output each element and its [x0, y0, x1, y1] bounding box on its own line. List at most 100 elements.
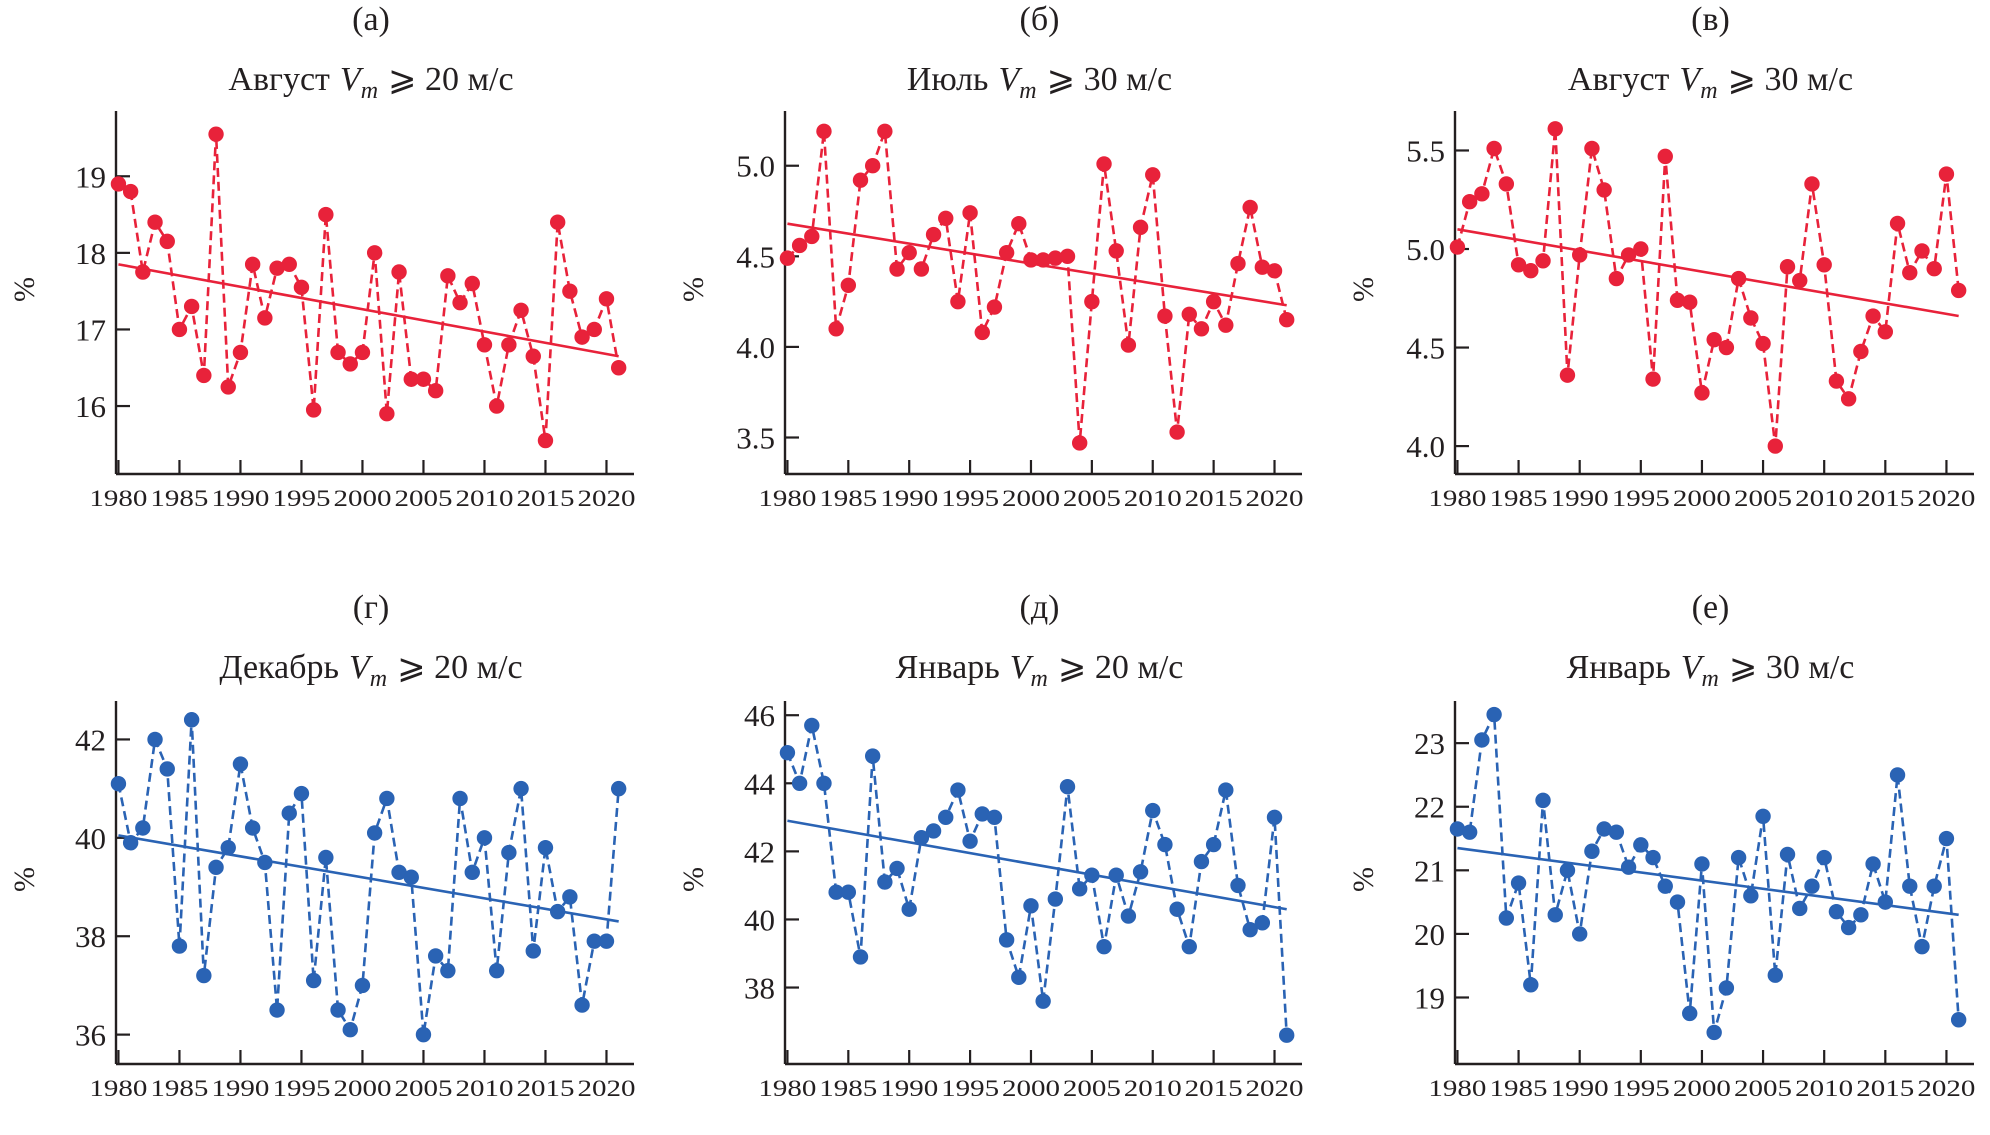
- data-point: [877, 874, 893, 890]
- y-axis-label: %: [8, 867, 41, 892]
- data-point: [513, 780, 529, 797]
- x-tick-label: 2020: [1917, 1076, 1975, 1101]
- x-tick-label: 1980: [89, 1076, 147, 1101]
- data-point: [1865, 856, 1881, 872]
- y-tick-label: 38: [744, 971, 775, 1006]
- data-point: [779, 744, 796, 761]
- data-point: [1657, 878, 1673, 894]
- data-point: [1254, 915, 1271, 931]
- data-point: [1828, 373, 1845, 389]
- data-point: [1145, 167, 1161, 183]
- data-point: [244, 256, 261, 273]
- data-point: [1011, 969, 1027, 986]
- x-tick-label: 1985: [1490, 1076, 1548, 1101]
- y-tick-label: 18: [75, 236, 106, 271]
- data-point: [816, 775, 832, 791]
- data-point: [147, 731, 163, 748]
- data-point: [537, 839, 554, 856]
- data-point: [464, 864, 480, 880]
- data-point: [1865, 308, 1881, 324]
- data-point: [427, 948, 444, 964]
- data-point: [1608, 270, 1625, 287]
- data-point: [1510, 875, 1527, 891]
- x-tick-label: 1990: [880, 1076, 938, 1101]
- y-tick-label: 21: [1414, 853, 1445, 888]
- title-subscript: m: [1700, 78, 1717, 104]
- x-tick-label: 2015: [1856, 486, 1914, 511]
- x-tick-label: 2015: [516, 1076, 574, 1101]
- data-point: [925, 823, 942, 839]
- x-tick-label: 1985: [150, 486, 208, 511]
- data-point: [1571, 247, 1588, 263]
- y-tick-label: 19: [75, 159, 106, 194]
- data-point: [1767, 438, 1783, 454]
- title-month: Январь: [896, 649, 1000, 686]
- data-point: [1193, 853, 1210, 870]
- data-point: [366, 245, 383, 261]
- data-point: [1571, 926, 1588, 942]
- data-point: [147, 214, 163, 230]
- x-tick-label: 1980: [758, 486, 816, 511]
- data-point: [330, 1002, 346, 1018]
- x-tick-label: 2015: [1185, 486, 1243, 511]
- x-tick-label: 1985: [819, 1076, 877, 1101]
- data-point: [1743, 310, 1759, 326]
- data-point: [427, 383, 444, 399]
- data-point: [305, 972, 322, 989]
- data-point: [354, 344, 371, 361]
- data-point: [889, 261, 905, 277]
- data-point: [464, 275, 480, 292]
- data-point: [1792, 272, 1808, 289]
- data-point: [1535, 792, 1551, 809]
- y-tick-label: 38: [75, 919, 106, 954]
- trend-line: [1457, 846, 1959, 917]
- data-point: [1169, 901, 1185, 917]
- data-point: [305, 402, 322, 418]
- data-point: [1792, 900, 1808, 917]
- data-point: [598, 291, 615, 307]
- data-point: [1682, 294, 1698, 310]
- data-point: [122, 835, 139, 851]
- panel-label: (г): [353, 589, 390, 626]
- data-point: [415, 371, 432, 387]
- data-point: [828, 321, 844, 337]
- y-tick-label: 17: [75, 312, 106, 347]
- trend-line: [787, 819, 1287, 911]
- data-point: [1023, 898, 1039, 914]
- x-tick-label: 2020: [577, 1076, 635, 1101]
- x-tick-label: 2000: [1673, 486, 1731, 511]
- data-point: [318, 206, 334, 223]
- title-threshold: ⩾ 20 м/с: [397, 649, 523, 686]
- x-tick-label: 1995: [1612, 1076, 1670, 1101]
- data-point: [1633, 241, 1649, 257]
- chart-title: Август Vm ⩾ 30 м/с: [1568, 61, 1853, 104]
- data-point: [171, 938, 188, 954]
- data-point: [1071, 881, 1088, 897]
- data-point: [1266, 263, 1283, 279]
- data-point: [110, 176, 127, 192]
- x-tick-label: 1990: [211, 1076, 269, 1101]
- y-axis-label: %: [677, 277, 710, 302]
- data-point: [232, 344, 249, 361]
- x-tick-label: 1990: [211, 486, 269, 511]
- data-point: [476, 337, 493, 353]
- data-point: [1718, 980, 1735, 996]
- x-tick-label: 2015: [1856, 1076, 1914, 1101]
- data-point: [1132, 864, 1149, 880]
- data-point: [1096, 938, 1112, 955]
- data-point: [1242, 199, 1258, 216]
- data-point: [1169, 424, 1185, 440]
- data-point: [598, 933, 615, 949]
- data-point: [610, 360, 627, 376]
- data-point: [840, 277, 857, 294]
- y-tick-label: 5.5: [1406, 133, 1445, 168]
- data-point: [1218, 317, 1234, 333]
- x-tick-label: 2000: [1673, 1076, 1731, 1101]
- data-point: [950, 782, 966, 798]
- data-point: [1498, 910, 1515, 926]
- chart-panel: (в)Август Vm ⩾ 30 м/с4.04.55.05.5%1980 1985…: [1347, 1, 1975, 511]
- data-point: [779, 250, 796, 266]
- data-point: [366, 825, 383, 841]
